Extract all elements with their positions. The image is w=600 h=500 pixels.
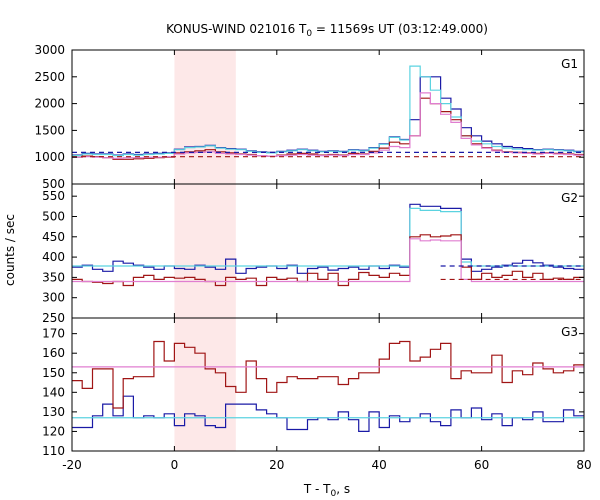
panel-label: G3 bbox=[561, 325, 578, 339]
series-step-cyan bbox=[72, 207, 584, 267]
shaded-interval bbox=[174, 184, 236, 318]
y-tick-label: 500 bbox=[42, 209, 65, 223]
x-tick-label: 20 bbox=[269, 458, 284, 472]
x-tick-label: -20 bbox=[62, 458, 82, 472]
y-axis-label: counts / sec bbox=[3, 214, 17, 286]
panel-frame bbox=[71, 183, 585, 319]
panel-series bbox=[72, 65, 584, 160]
x-tick-label: 80 bbox=[576, 458, 591, 472]
series-step-dark_blue bbox=[72, 203, 584, 274]
panel-g3: 110 120 130 140 150 160 170 G3 bbox=[42, 317, 585, 458]
y-tick-label: 160 bbox=[42, 346, 65, 360]
y-tick-label: 450 bbox=[42, 230, 65, 244]
series-step-dark_blue bbox=[72, 395, 584, 432]
panel-frame bbox=[71, 49, 585, 185]
plot-panels: 50010001500200025003000G1250300350400450… bbox=[34, 43, 591, 472]
y-tick-label: 3000 bbox=[34, 43, 65, 57]
y-tick-label: 250 bbox=[42, 311, 65, 325]
series-step-dark_red bbox=[72, 97, 584, 160]
y-tick-label: 400 bbox=[42, 250, 65, 264]
x-tick-label: 40 bbox=[372, 458, 387, 472]
series-step-cyan bbox=[72, 65, 584, 157]
panel-label: G1 bbox=[561, 57, 578, 71]
series-step-dark_red bbox=[72, 340, 584, 409]
y-tick-label: 1000 bbox=[34, 150, 65, 164]
panel-label: G2 bbox=[561, 191, 578, 205]
shaded-interval bbox=[174, 50, 236, 184]
y-tick-label: 550 bbox=[42, 189, 65, 203]
series-step-dark_red bbox=[72, 234, 584, 287]
panel-g1: 500 1000 1500 2000 2500 3000 G1 bbox=[34, 43, 585, 191]
y-tick-label: 170 bbox=[42, 327, 65, 341]
chart-title: KONUS-WIND 021016 T0 = 11569s UT (03:12:… bbox=[166, 22, 488, 39]
shaded-interval bbox=[174, 318, 236, 451]
x-tick-label: 0 bbox=[171, 458, 179, 472]
y-tick-label: 120 bbox=[42, 424, 65, 438]
series-step-pink bbox=[72, 238, 584, 283]
y-tick-label: 2500 bbox=[34, 70, 65, 84]
y-tick-label: 350 bbox=[42, 270, 65, 284]
y-tick-label: 300 bbox=[42, 291, 65, 305]
panel-series bbox=[72, 340, 584, 432]
x-tick-label: 60 bbox=[474, 458, 489, 472]
y-tick-label: 1500 bbox=[34, 123, 65, 137]
panel-series bbox=[72, 203, 584, 287]
panel-frame bbox=[71, 317, 585, 452]
y-tick-label: 130 bbox=[42, 405, 65, 419]
x-axis-label: T - T0, s bbox=[303, 482, 350, 499]
series-step-dark_blue bbox=[72, 76, 584, 156]
panel-g2: 250 300 350 400 450 500 550 G2 bbox=[42, 183, 585, 325]
y-tick-label: 140 bbox=[42, 385, 65, 399]
y-tick-label: 150 bbox=[42, 366, 65, 380]
y-tick-label: 2000 bbox=[34, 97, 65, 111]
y-tick-label: 110 bbox=[42, 444, 65, 458]
y-tick-label: 500 bbox=[42, 177, 65, 191]
